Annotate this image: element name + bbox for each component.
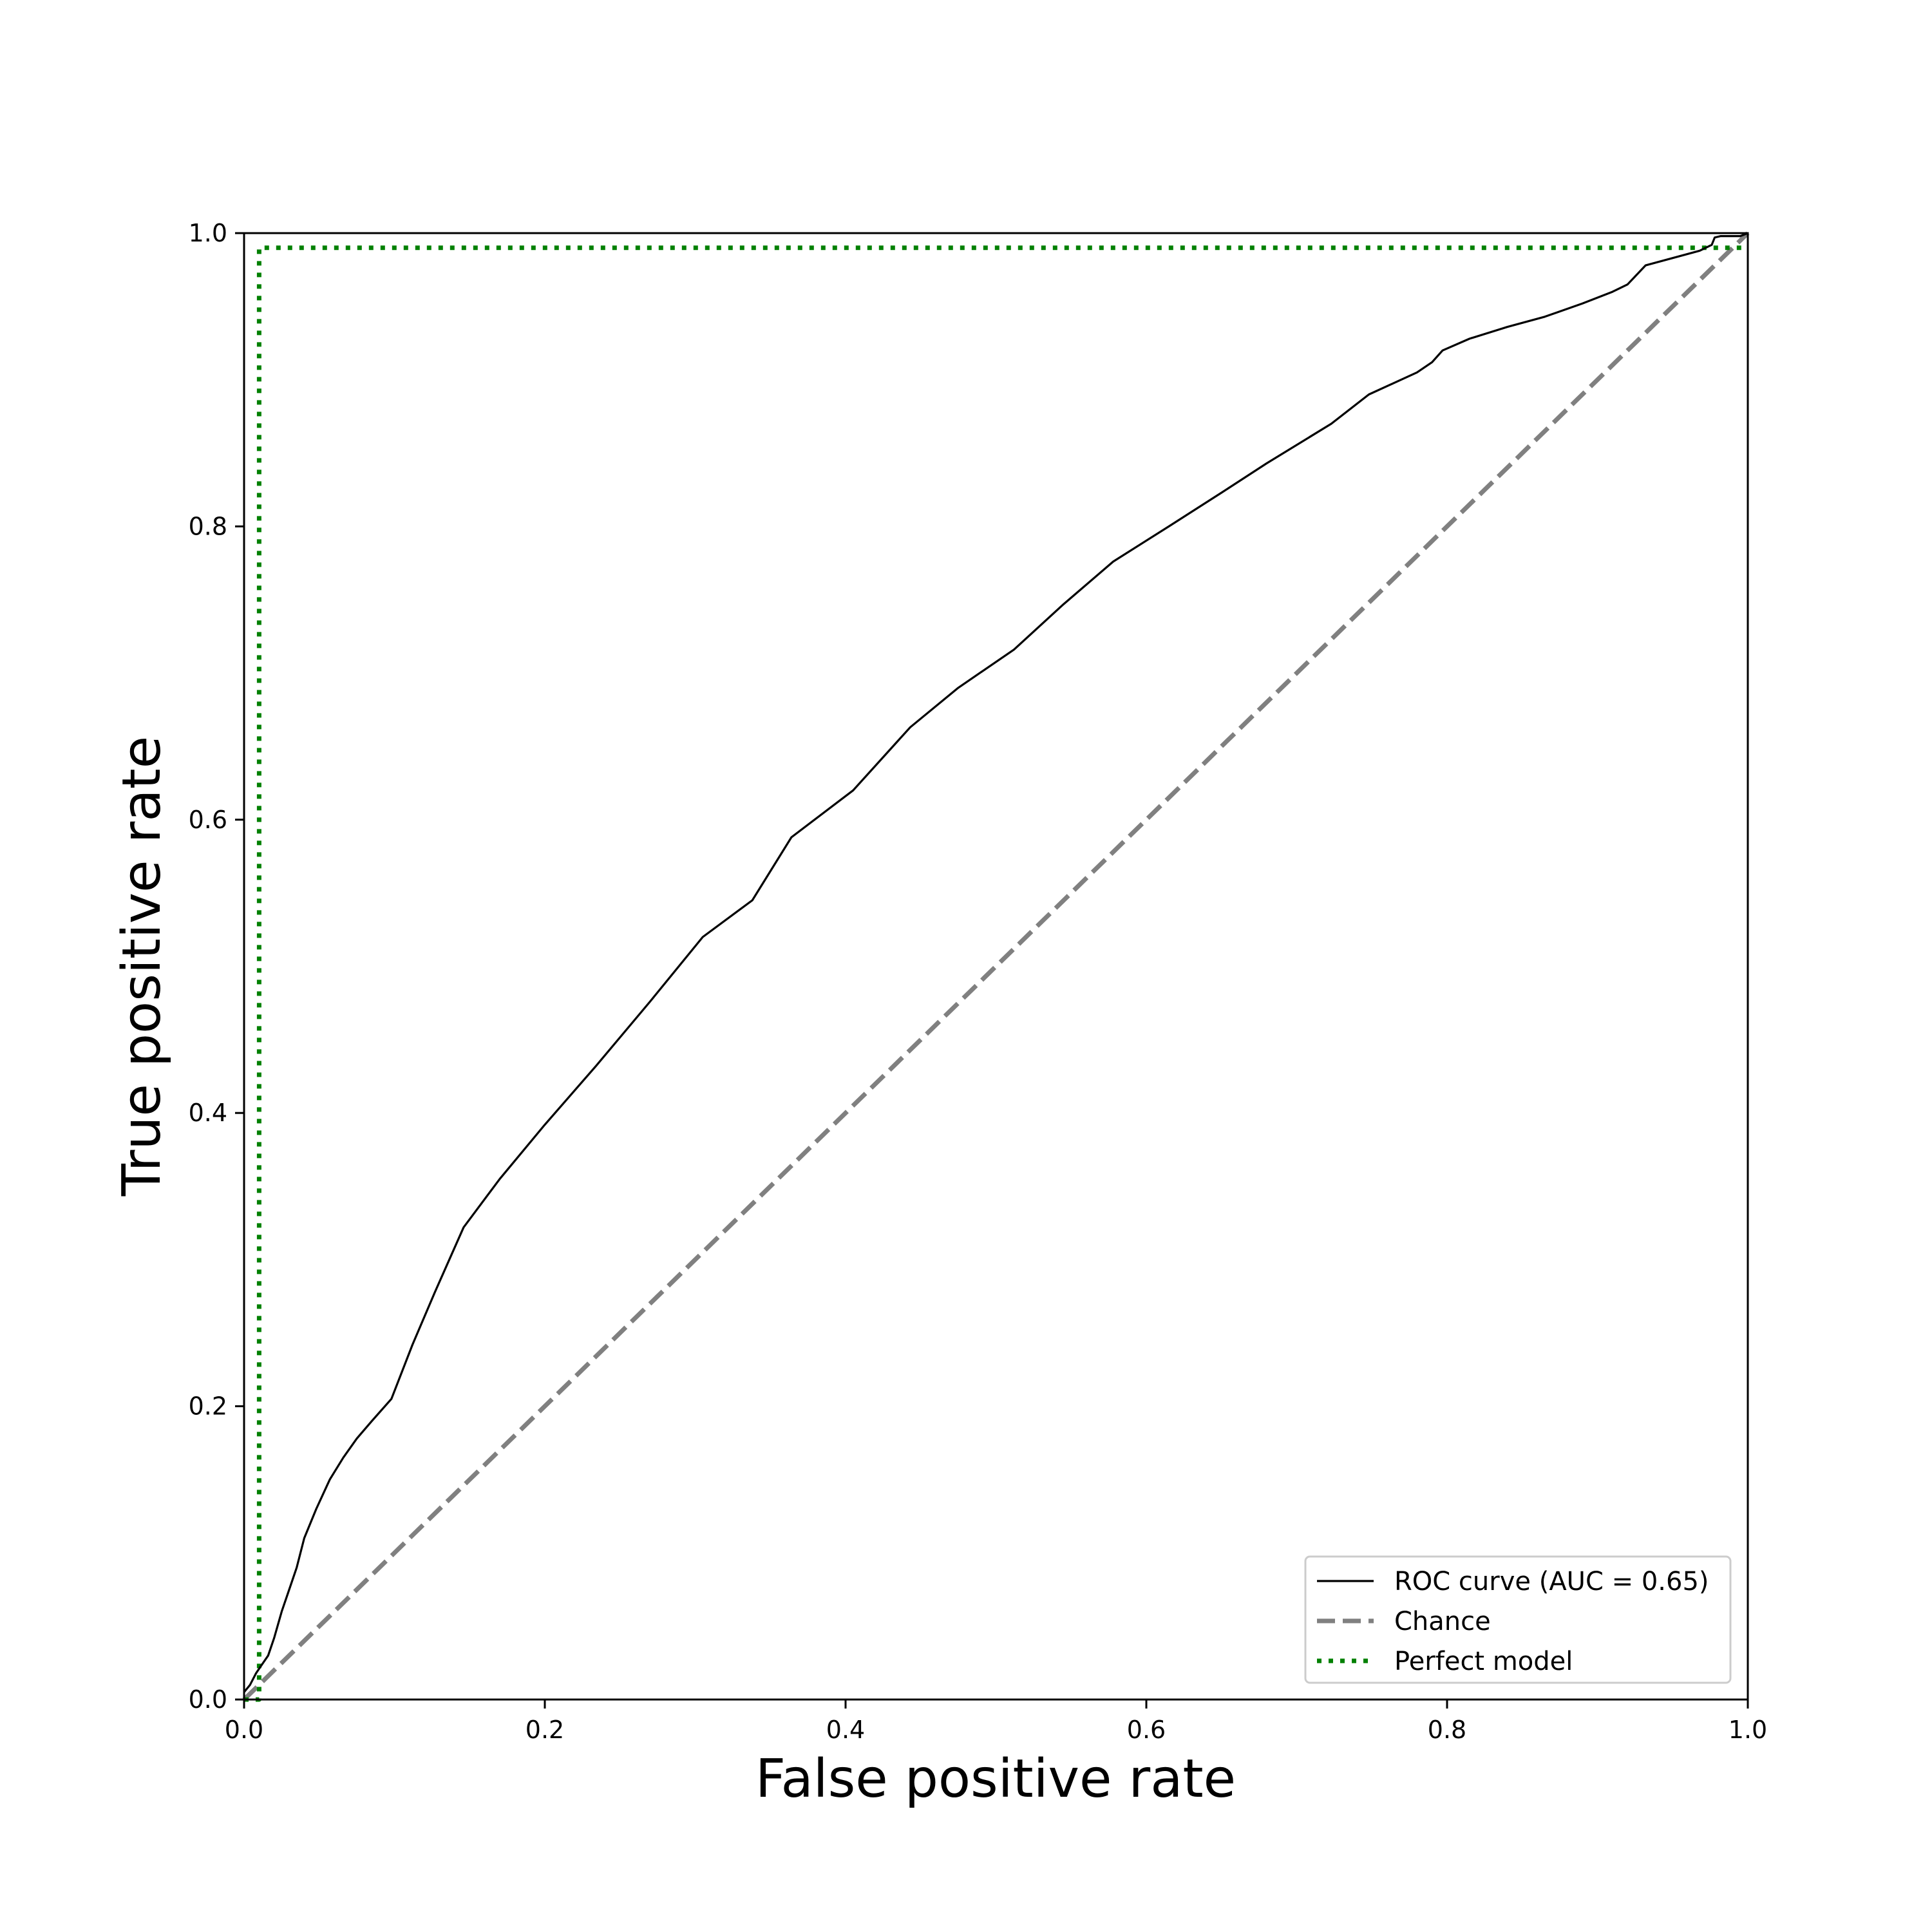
y-axis-ticks: 0.0 0.2 0.4 0.6 0.8 1.0	[189, 219, 244, 1714]
x-axis-label: False positive rate	[755, 1748, 1236, 1810]
y-tick-label: 1.0	[189, 219, 227, 247]
x-tick-label: 0.0	[225, 1716, 263, 1744]
y-tick-label: 0.6	[189, 806, 227, 834]
series-layer	[242, 231, 1750, 1702]
legend-label-roc-curve-auc-0-65: ROC curve (AUC = 0.65)	[1394, 1567, 1709, 1596]
x-tick-label: 1.0	[1728, 1716, 1767, 1744]
y-tick-label: 0.8	[189, 512, 227, 540]
x-tick-label: 0.8	[1428, 1716, 1466, 1744]
y-tick-label: 0.2	[189, 1392, 227, 1421]
legend-label-perfect-model: Perfect model	[1394, 1647, 1573, 1676]
y-axis-label: True positive rate	[111, 736, 173, 1197]
series-line-chance	[242, 231, 1750, 1701]
x-tick-label: 0.6	[1127, 1716, 1166, 1744]
plot-frame	[243, 232, 1749, 1701]
y-tick-label: 0.0	[189, 1685, 227, 1714]
y-tick-label: 0.4	[189, 1099, 227, 1127]
x-tick-label: 0.4	[826, 1716, 865, 1744]
x-tick-label: 0.2	[526, 1716, 564, 1744]
legend: ROC curve (AUC = 0.65) Chance Perfect mode…	[1304, 1555, 1732, 1684]
legend-label-chance: Chance	[1394, 1607, 1491, 1636]
legend-box	[1304, 1555, 1732, 1684]
series-line-roc-curve-auc-0-65	[243, 232, 1748, 1693]
x-axis-ticks: 0.0 0.2 0.4 0.6 0.8 1.0	[225, 1700, 1767, 1744]
